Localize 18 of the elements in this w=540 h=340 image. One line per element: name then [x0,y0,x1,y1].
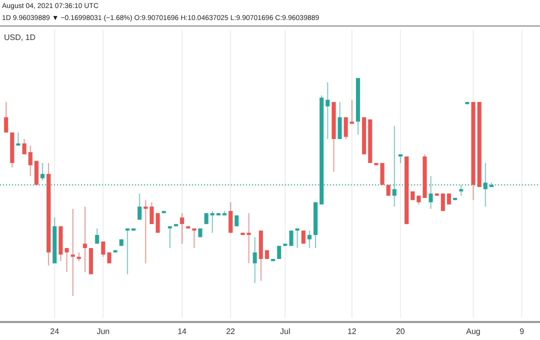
x-tick-label: Aug [466,327,480,336]
x-tick-label: Jun [96,327,110,336]
x-tick-label: 24 [50,327,60,336]
candlestick [440,193,445,212]
chart-subtitle: USD, 1D [4,33,36,42]
candlestick [289,230,294,246]
x-tick-label: 12 [347,327,357,336]
x-tick-label: 22 [226,327,236,336]
candlestick [277,245,282,260]
x-tick-label: 20 [396,327,406,336]
x-tick-label: 9 [520,327,525,336]
candlestick [446,193,451,205]
candlestick [34,160,38,186]
x-tick-label: 14 [178,327,188,336]
candlestick [301,230,306,244]
x-tick-label: Jul [280,327,290,336]
candlestick [380,162,384,186]
candlestick [156,212,160,234]
